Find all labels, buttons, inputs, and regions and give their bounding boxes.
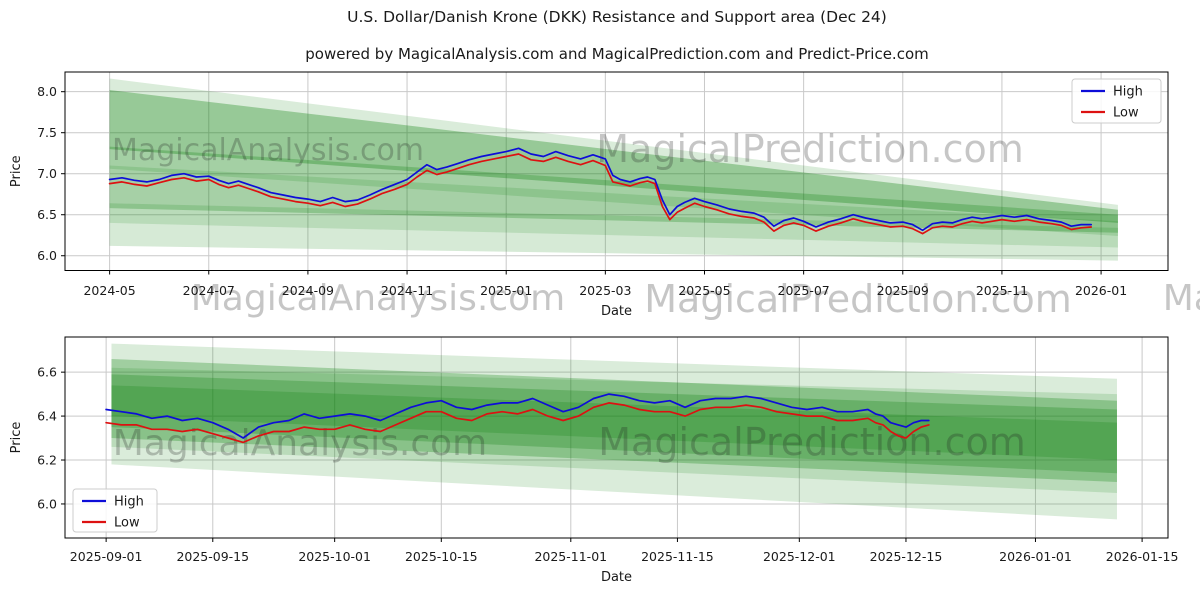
x-axis-title: Date: [601, 570, 632, 585]
x-tick-label: 2025-05: [678, 283, 730, 298]
support-resistance-band: [111, 385, 1117, 461]
watermark-text: MagicalPrediction.com: [644, 277, 1072, 321]
chart-zoom-x-axis: 2025-09-01 2025-09-15 2025-10-01 2025-10-15…: [70, 538, 1179, 585]
legend-label-high: High: [1113, 85, 1143, 100]
x-tick-label: 2025-01: [480, 283, 532, 298]
x-tick-label: 2024-11: [381, 283, 433, 298]
x-tick-label: 2025-03: [579, 283, 631, 298]
legend-label-low: Low: [1113, 106, 1139, 121]
figure-subtitle: powered by MagicalAnalysis.com and Magic…: [305, 45, 929, 63]
y-tick-label: 6.0: [37, 248, 57, 263]
x-tick-label: 2025-12-01: [763, 549, 836, 564]
chart-zoom-bands: [111, 343, 1117, 520]
y-tick-label: 6.0: [37, 496, 57, 511]
x-tick-label: 2025-09-15: [176, 549, 249, 564]
y-axis-title: Price: [9, 155, 24, 187]
chart-overview-bands: [109, 78, 1118, 261]
y-axis-title: Price: [9, 422, 24, 454]
chart-overview-x-axis: 2024-05 2024-07 2024-09 2024-11 2025-01 2025-…: [83, 270, 1127, 319]
watermark-text: MagicalAnalysis.com: [112, 133, 424, 168]
chart-zoom-frame: [64, 336, 1169, 539]
x-tick-label: 2025-11-15: [641, 549, 714, 564]
chart-zoom-grid: [65, 337, 1168, 538]
series-line-low: [105, 402, 930, 444]
x-tick-label: 2025-11: [976, 283, 1028, 298]
support-resistance-band: [111, 374, 1117, 474]
support-resistance-band: [109, 78, 1118, 237]
y-tick-label: 6.6: [37, 365, 57, 380]
x-tick-label: 2025-09-01: [70, 549, 143, 564]
chart-overview-series: [108, 147, 1093, 235]
x-tick-label: 2025-10-01: [298, 549, 371, 564]
figure-title: U.S. Dollar/Danish Krone (DKK) Resistanc…: [347, 8, 887, 26]
y-tick-label: 8.0: [37, 84, 57, 99]
x-tick-label: 2026-01-15: [1106, 549, 1179, 564]
watermark-text: MagicalPrediction.com: [596, 127, 1024, 171]
x-tick-label: 2026-01: [1075, 283, 1127, 298]
support-resistance-band: [109, 90, 1118, 223]
x-axis-title: Date: [601, 304, 632, 319]
y-tick-label: 7.0: [37, 166, 57, 181]
x-tick-label: 2026-01-01: [999, 549, 1072, 564]
series-line-high: [108, 147, 1093, 232]
series-line-high: [105, 393, 930, 439]
chart-zoom-y-axis: 6.0 6.2 6.4 6.6 Price: [9, 365, 65, 511]
support-resistance-band: [111, 358, 1117, 482]
x-tick-label: 2025-09: [877, 283, 929, 298]
x-tick-label: 2024-09: [282, 283, 334, 298]
support-resistance-band: [109, 165, 1118, 248]
legend-label-high: High: [114, 495, 144, 510]
chart-overview-legend: High Low: [1071, 78, 1162, 124]
support-resistance-band: [111, 367, 1117, 493]
chart-overview-y-axis: 6.0 6.5 7.0 7.5 8.0 Price: [9, 84, 65, 263]
support-resistance-band: [111, 343, 1117, 520]
x-tick-label: 2025-07: [778, 283, 830, 298]
legend-label-low: Low: [114, 516, 140, 531]
y-tick-label: 6.2: [37, 453, 57, 468]
support-resistance-band: [109, 203, 1118, 261]
x-tick-label: 2025-10-15: [405, 549, 478, 564]
chart-zoom-series: [105, 393, 930, 444]
watermark-text: MagicalAnalysis.com: [191, 278, 565, 319]
support-resistance-band: [109, 146, 1118, 233]
x-tick-label: 2024-07: [183, 283, 235, 298]
watermark-text: MagicalAnalysis.com: [1163, 278, 1200, 319]
y-tick-label: 7.5: [37, 125, 57, 140]
y-tick-label: 6.5: [37, 207, 57, 222]
x-tick-label: 2025-12-15: [870, 549, 943, 564]
x-tick-label: 2025-11-01: [534, 549, 607, 564]
y-tick-label: 6.4: [37, 409, 57, 424]
watermark-text: MagicalPrediction.com: [598, 420, 1026, 464]
chart-zoom-legend: High Low: [72, 488, 158, 533]
chart-overview-frame: [64, 71, 1169, 271]
series-line-low: [108, 153, 1093, 235]
x-tick-label: 2024-05: [83, 283, 135, 298]
